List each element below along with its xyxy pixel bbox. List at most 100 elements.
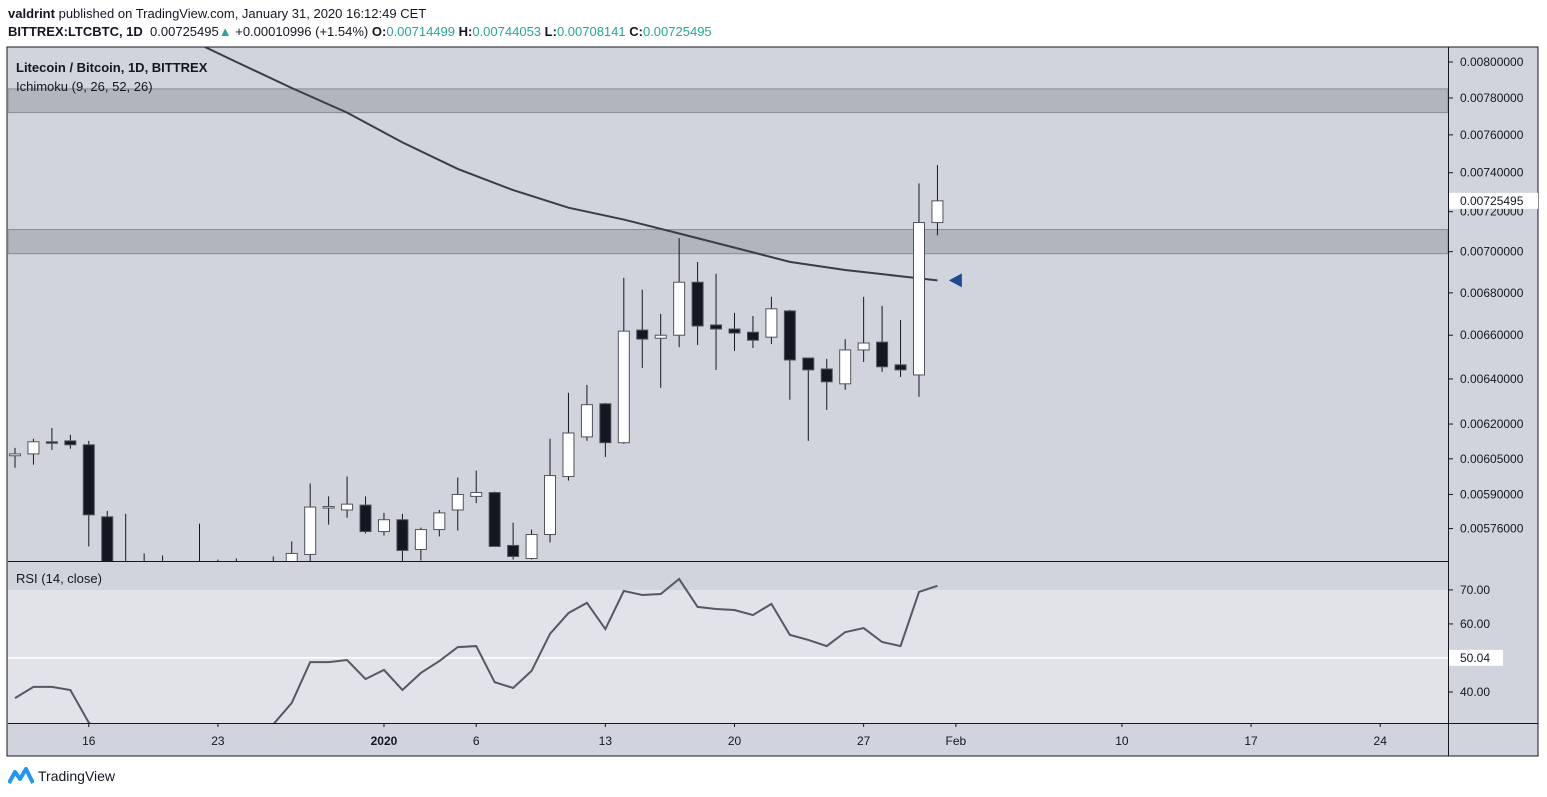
candle-body	[377, 519, 390, 533]
candle-body	[414, 529, 427, 550]
close-label: C:	[629, 24, 643, 39]
candle-body	[599, 403, 612, 444]
candle-body	[765, 308, 778, 338]
candle	[470, 470, 483, 504]
candle-body	[820, 368, 833, 383]
candle-body	[580, 404, 593, 438]
price-tick-label: 0.00590000	[1460, 487, 1524, 501]
time-tick-label: 24	[1374, 734, 1388, 748]
candle	[544, 438, 557, 543]
candle-body	[507, 544, 520, 557]
candle	[820, 358, 833, 410]
rsi-tick-label: 70.00	[1460, 583, 1490, 597]
indicator-legend-rsi[interactable]: RSI (14, close)	[16, 571, 102, 586]
time-tick-label: 13	[599, 734, 613, 748]
author-name[interactable]: valdrint	[8, 6, 55, 21]
price-tick-label: 0.00700000	[1460, 245, 1524, 259]
candle	[433, 509, 446, 537]
candle-body	[710, 324, 723, 330]
published-text: published on TradingView.com, January 31…	[58, 6, 427, 21]
symbol-info: BITTREX:LTCBTC, 1D 0.00725495▲ +0.000109…	[8, 24, 712, 39]
rsi-tick-label: 40.00	[1460, 685, 1490, 699]
indicator-legend-ichimoku[interactable]: Ichimoku (9, 26, 52, 26)	[16, 79, 153, 94]
triangle-up-icon: ▲	[218, 24, 232, 39]
candle	[746, 315, 759, 348]
chart-title: Litecoin / Bitcoin, 1D, BITTREX	[16, 60, 208, 75]
candle	[673, 238, 686, 348]
rsi-line	[14, 577, 938, 723]
candle	[876, 305, 889, 372]
publish-info: valdrint published on TradingView.com, J…	[8, 6, 426, 21]
candle-body	[27, 441, 40, 455]
candle-body	[783, 310, 796, 361]
candle	[839, 339, 852, 390]
candle	[322, 496, 335, 525]
candle	[857, 296, 870, 362]
time-tick-label: 6	[473, 734, 480, 748]
candle	[636, 289, 649, 368]
candle	[654, 313, 667, 388]
candle	[125, 513, 127, 561]
time-tick-label: 23	[211, 734, 225, 748]
resistance-zone	[8, 88, 1448, 114]
time-tick-label: Feb	[946, 734, 967, 748]
candle-body	[341, 503, 354, 511]
candle	[64, 434, 77, 449]
price-pane	[8, 47, 1448, 561]
close-value: 0.00725495	[642, 24, 712, 39]
high-label: H:	[458, 24, 473, 39]
candle-body	[562, 432, 575, 478]
candle	[101, 510, 114, 561]
candle-body	[470, 492, 483, 497]
candle-body	[9, 453, 21, 457]
candle-body	[525, 534, 538, 559]
candle-body	[359, 504, 372, 533]
candle-body	[931, 200, 944, 224]
candle-body	[82, 444, 95, 516]
candle-body	[894, 364, 907, 371]
candle	[488, 491, 501, 547]
high-value: 0.00744053	[472, 24, 542, 39]
ichimoku-line	[202, 47, 938, 282]
rsi-band	[8, 589, 1448, 723]
candle-body	[691, 281, 704, 327]
candle	[710, 273, 723, 370]
candle	[525, 529, 538, 560]
symbol-label: BITTREX:LTCBTC, 1D	[8, 24, 143, 39]
price-tick-label: 0.00740000	[1460, 166, 1524, 180]
candle-body	[857, 342, 870, 351]
brand-text: TradingView	[38, 768, 116, 784]
candle-body	[285, 552, 298, 561]
candle	[198, 523, 200, 561]
candle-body	[45, 441, 58, 444]
candle-body	[654, 334, 667, 339]
candle	[728, 312, 741, 352]
candle	[765, 296, 778, 345]
candle	[341, 476, 354, 518]
candle	[27, 438, 40, 465]
price-tick-label: 0.00640000	[1460, 372, 1524, 386]
price-tick-label: 0.00605000	[1460, 452, 1524, 466]
rsi-tick-label: 60.00	[1460, 617, 1490, 631]
time-tick-label: 27	[857, 734, 871, 748]
open-label: O:	[371, 24, 387, 39]
candle	[359, 496, 372, 534]
time-tick-label: 20	[728, 734, 742, 748]
rsi-pane	[8, 577, 1448, 723]
candle	[414, 527, 427, 561]
tradingview-logo[interactable]: TradingView	[8, 767, 115, 785]
rsi-value-label: 50.04	[1460, 651, 1490, 665]
candle-body	[451, 493, 464, 511]
candle-body	[876, 341, 889, 368]
candle	[783, 309, 796, 400]
time-tick-label: 17	[1244, 734, 1258, 748]
candle	[9, 447, 21, 468]
price-tick-label: 0.00760000	[1460, 128, 1524, 142]
low-label: L:	[544, 24, 557, 39]
candle	[599, 402, 612, 457]
candle-body	[673, 281, 686, 336]
candle	[507, 522, 520, 560]
candle	[82, 440, 95, 547]
low-value: 0.00708141	[556, 24, 626, 39]
